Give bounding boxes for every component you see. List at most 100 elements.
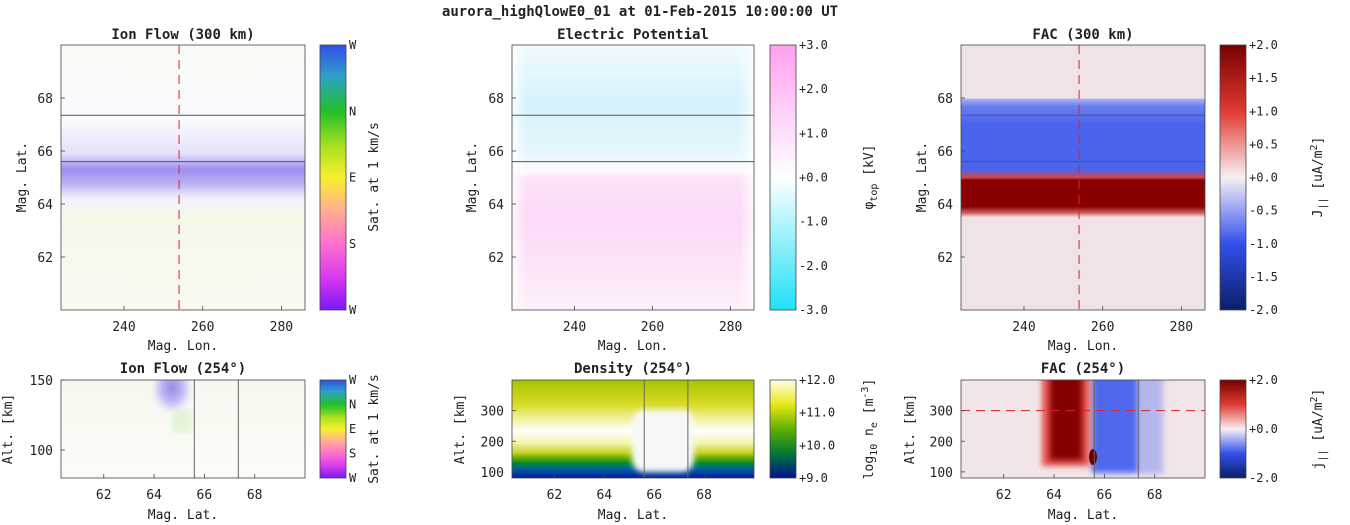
fac-upward-column — [1050, 380, 1082, 460]
colorbar-tick-label: +0.5 — [1249, 137, 1278, 151]
figure-title: aurora_highQlowE0_01 at 01-Feb-2015 10:0… — [442, 4, 838, 20]
heatmap-field — [961, 45, 1205, 310]
colorbar-tick-label: W — [349, 38, 357, 52]
x-tick-label: 66 — [1097, 488, 1113, 503]
y-tick-label: 68 — [488, 92, 504, 107]
colorbar-tick-label: +2.0 — [1249, 38, 1278, 52]
y-tick-label: 300 — [481, 405, 504, 420]
density-enhancement — [632, 410, 694, 472]
x-tick-label: 62 — [96, 488, 112, 503]
colorbar-tick-label: -0.5 — [1249, 204, 1278, 218]
colorbar-tick-label: S — [349, 447, 356, 461]
colorbar-tick-label: S — [349, 237, 356, 251]
x-tick-label: 64 — [596, 488, 612, 503]
y-tick-label: 62 — [37, 251, 53, 266]
panel-title: Electric Potential — [557, 27, 709, 43]
x-axis-label: Mag. Lon. — [598, 339, 668, 354]
y-axis-label: Mag. Lat. — [15, 142, 30, 212]
x-tick-label: 280 — [1170, 320, 1193, 335]
y-tick-label: 66 — [937, 145, 953, 160]
x-tick-label: 260 — [191, 320, 214, 335]
y-tick-label: 150 — [30, 374, 53, 389]
colorbar — [319, 44, 347, 311]
panel-title: Ion Flow (254°) — [120, 361, 246, 377]
heatmap-field — [61, 45, 305, 310]
panel-electric-potential: Electric Potential 240 260 280 62 64 66 68 Mag… — [465, 27, 880, 354]
heatmap-edge-fade — [512, 45, 754, 310]
colorbar-tick-label: +2.0 — [1249, 373, 1278, 387]
colorbar-tick-label: W — [349, 303, 357, 317]
colorbar — [319, 379, 347, 479]
y-axis-label: Alt. [km] — [453, 394, 468, 464]
fac-feature-foot — [1089, 449, 1097, 465]
colorbar-label: j|| [uA/m2] — [1309, 389, 1329, 470]
y-tick-label: 66 — [37, 145, 53, 160]
flow-blob-tail — [172, 410, 192, 432]
colorbar-tick-label: -1.5 — [1249, 270, 1278, 284]
x-tick-label: 240 — [1012, 320, 1035, 335]
panel-title: FAC (300 km) — [1032, 27, 1133, 43]
y-tick-label: 64 — [37, 198, 53, 213]
y-tick-label: 300 — [930, 405, 953, 420]
colorbar-tick-label: +1.0 — [1249, 104, 1278, 118]
y-tick-label: 100 — [30, 444, 53, 459]
y-axis-label: Alt. [km] — [903, 394, 918, 464]
axes-frame — [960, 379, 1206, 479]
colorbar-tick-label: -3.0 — [799, 303, 828, 317]
colorbar-tick-label: N — [349, 104, 356, 118]
panel-title: FAC (254°) — [1041, 361, 1125, 377]
y-axis-label: Mag. Lat. — [915, 142, 930, 212]
colorbar-label: J|| [uA/m2] — [1309, 137, 1329, 218]
panel-fac-300km: FAC (300 km) 240 260 280 62 64 66 68 Mag. Lon.… — [915, 27, 1329, 354]
colorbar-tick-label: +9.0 — [799, 471, 828, 485]
colorbar-tick-label: +0.0 — [1249, 422, 1278, 436]
panel-ion-flow-254: Ion Flow (254°) 62 64 66 68 100 150 Mag. Lat.… — [1, 361, 382, 523]
x-tick-label: 240 — [563, 320, 586, 335]
x-axis-label: Mag. Lat. — [598, 508, 668, 523]
x-tick-label: 260 — [641, 320, 664, 335]
panel-title: Density (254°) — [574, 361, 692, 377]
axes-frame — [60, 379, 306, 479]
x-tick-label: 64 — [146, 488, 162, 503]
colorbar-tick-label: +2.0 — [799, 82, 828, 96]
panel-title: Ion Flow (300 km) — [111, 27, 254, 43]
axes-frame — [511, 44, 755, 311]
colorbar-tick-label: -2.0 — [1249, 471, 1278, 485]
y-tick-label: 200 — [481, 435, 504, 450]
axes-frame — [511, 379, 755, 479]
panel-density-254: Density (254°) 62 64 66 68 100 200 300 Mag. La… — [453, 361, 880, 523]
x-tick-label: 68 — [1147, 488, 1163, 503]
colorbar-tick-label: -2.0 — [799, 259, 828, 273]
colorbar-tick-label: +1.0 — [799, 126, 828, 140]
colorbar-label: log10 ne [m-3] — [860, 379, 880, 480]
colorbar-tick-label: E — [349, 171, 356, 185]
x-tick-label: 62 — [996, 488, 1012, 503]
colorbar-tick-label: E — [349, 422, 356, 436]
panel-fac-254: FAC (254°) 62 64 66 68 100 200 300 Mag. Lat. A… — [903, 361, 1329, 523]
y-tick-label: 68 — [37, 92, 53, 107]
axes-frame — [960, 44, 1206, 311]
colorbar — [769, 44, 797, 311]
x-tick-label: 260 — [1091, 320, 1114, 335]
colorbar-label: Sat. at 1 km/s — [367, 374, 382, 484]
y-tick-label: 68 — [937, 92, 953, 107]
fac-downward-column — [1092, 380, 1137, 472]
colorbar-label: φtop [kV] — [862, 144, 880, 209]
y-tick-label: 64 — [937, 198, 953, 213]
colorbar-tick-label: +0.0 — [1249, 171, 1278, 185]
x-tick-label: 66 — [197, 488, 213, 503]
colorbar-tick-label: W — [349, 373, 357, 387]
colorbar-tick-label: +10.0 — [799, 438, 835, 452]
x-tick-label: 68 — [247, 488, 263, 503]
x-axis-label: Mag. Lat. — [148, 508, 218, 523]
colorbar — [769, 379, 797, 479]
y-tick-label: 64 — [488, 198, 504, 213]
x-tick-label: 64 — [1046, 488, 1062, 503]
flow-blob — [154, 380, 190, 420]
y-tick-label: 100 — [930, 466, 953, 481]
colorbar — [1219, 44, 1247, 311]
colorbar-tick-label: -1.0 — [799, 215, 828, 229]
colorbar-tick-label: W — [349, 471, 357, 485]
x-tick-label: 240 — [112, 320, 135, 335]
y-tick-label: 200 — [930, 435, 953, 450]
